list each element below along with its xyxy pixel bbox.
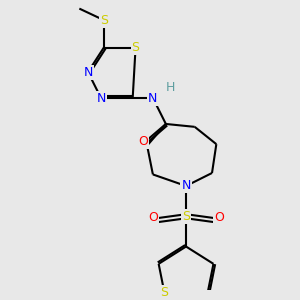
Text: O: O	[148, 211, 158, 224]
Text: N: N	[182, 179, 191, 193]
Text: N: N	[83, 65, 93, 79]
Text: S: S	[182, 210, 190, 223]
Text: N: N	[148, 92, 158, 104]
Text: N: N	[96, 92, 106, 104]
Text: S: S	[132, 41, 140, 54]
Text: O: O	[214, 211, 224, 224]
Text: O: O	[138, 135, 148, 148]
Text: S: S	[100, 14, 108, 27]
Text: S: S	[160, 286, 168, 299]
Text: H: H	[166, 81, 175, 94]
